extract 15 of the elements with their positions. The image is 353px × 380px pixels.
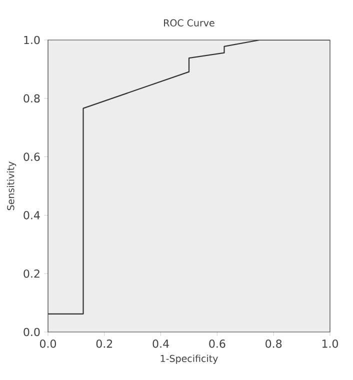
x-tick-label: 0.6	[209, 340, 226, 348]
x-tick-label: 0.8	[266, 340, 282, 348]
y-tick-label: 0.4	[24, 211, 40, 220]
y-tick-label: 0.2	[24, 269, 40, 278]
x-tick-label: 1.0	[322, 340, 338, 348]
y-tick-label: 0.0	[24, 328, 40, 336]
y-tick-label: 1.0	[24, 36, 40, 44]
x-axis-title: 1-Specificity	[160, 354, 218, 364]
y-tick-label: 0.8	[24, 94, 40, 103]
x-tick-label: 0.0	[40, 340, 56, 348]
x-tick-label: 0.4	[152, 340, 169, 348]
x-tick-label: 0.2	[96, 340, 112, 348]
chart-title: ROC Curve	[164, 19, 214, 26]
y-tick-label: 0.6	[24, 152, 40, 161]
y-axis-title: Sensitivity	[6, 162, 16, 210]
